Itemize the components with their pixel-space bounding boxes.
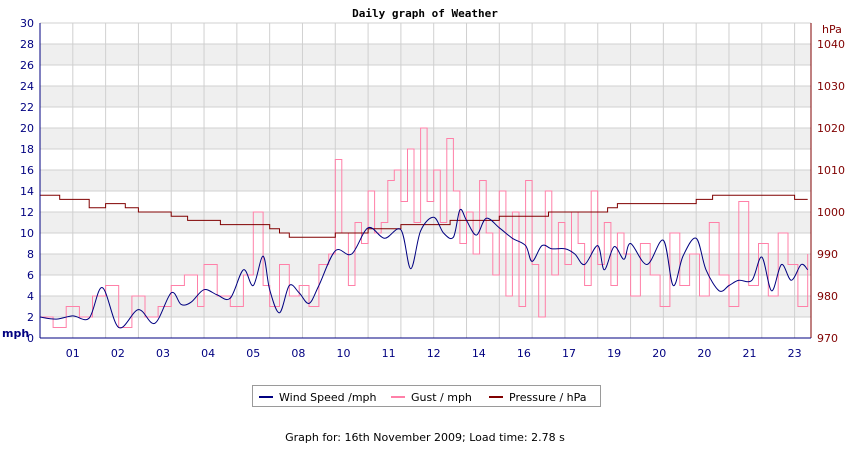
right-tick-label: 1020 xyxy=(817,122,845,135)
left-tick-label: 6 xyxy=(27,269,34,282)
right-tick-label: 1030 xyxy=(817,80,845,93)
left-tick-label: 18 xyxy=(20,143,34,156)
x-tick-label: 10 xyxy=(336,347,350,360)
x-tick-label: 11 xyxy=(382,347,396,360)
background-band xyxy=(40,128,811,149)
x-tick-label: 04 xyxy=(201,347,215,360)
legend-swatch-wind xyxy=(259,396,273,398)
left-tick-label: 10 xyxy=(20,227,34,240)
background-band xyxy=(40,44,811,65)
right-tick-label: 1000 xyxy=(817,206,845,219)
x-tick-label: 01 xyxy=(66,347,80,360)
x-tick-label: 20 xyxy=(697,347,711,360)
left-tick-label: 0 xyxy=(27,332,34,345)
series-layer xyxy=(39,127,809,329)
x-tick-label: 16 xyxy=(517,347,531,360)
legend-item-wind: Wind Speed /mph xyxy=(259,390,377,404)
chart-legend: Wind Speed /mph Gust / mph Pressure / hP… xyxy=(252,385,601,407)
left-tick-label: 14 xyxy=(20,185,34,198)
right-tick-label: 990 xyxy=(817,248,838,261)
right-tick-label: 980 xyxy=(817,290,838,303)
tick-labels: 0246810121416182022242628309709809901000… xyxy=(20,17,845,360)
left-axis-unit: mph xyxy=(2,327,29,340)
x-tick-label: 23 xyxy=(788,347,802,360)
chart-title: Daily graph of Weather xyxy=(352,7,498,20)
x-tick-label: 02 xyxy=(111,347,125,360)
series-line-wind-speed xyxy=(39,208,809,329)
plot-grid xyxy=(40,22,811,339)
left-tick-label: 28 xyxy=(20,38,34,51)
left-tick-label: 8 xyxy=(27,248,34,261)
left-tick-label: 12 xyxy=(20,206,34,219)
x-tick-label: 19 xyxy=(607,347,621,360)
left-tick-label: 22 xyxy=(20,101,34,114)
left-tick-label: 26 xyxy=(20,59,34,72)
legend-label-pressure: Pressure / hPa xyxy=(509,390,587,404)
x-tick-label: 08 xyxy=(291,347,305,360)
legend-item-gust: Gust / mph xyxy=(391,390,472,404)
left-tick-label: 30 xyxy=(20,17,34,30)
legend-swatch-pressure xyxy=(489,396,503,398)
plot-background-bands xyxy=(40,44,811,317)
x-tick-label: 21 xyxy=(742,347,756,360)
background-band xyxy=(40,86,811,107)
x-tick-label: 05 xyxy=(246,347,260,360)
series-line-pressure xyxy=(40,194,808,238)
right-tick-label: 1010 xyxy=(817,164,845,177)
x-tick-label: 20 xyxy=(652,347,666,360)
left-tick-label: 16 xyxy=(20,164,34,177)
right-axis-unit: hPa xyxy=(822,23,842,36)
left-tick-label: 2 xyxy=(27,311,34,324)
legend-label-wind: Wind Speed /mph xyxy=(279,390,377,404)
x-tick-label: 17 xyxy=(562,347,576,360)
x-tick-label: 14 xyxy=(472,347,486,360)
x-tick-label: 12 xyxy=(427,347,441,360)
legend-item-pressure: Pressure / hPa xyxy=(489,390,587,404)
background-band xyxy=(40,254,811,275)
right-tick-label: 1040 xyxy=(817,38,845,51)
background-band xyxy=(40,296,811,317)
legend-label-gust: Gust / mph xyxy=(411,390,472,404)
legend-swatch-gust xyxy=(391,396,405,398)
x-tick-label: 03 xyxy=(156,347,170,360)
graph-footer: Graph for: 16th November 2009; Load time… xyxy=(285,431,565,444)
right-tick-label: 970 xyxy=(817,332,838,345)
left-tick-label: 4 xyxy=(27,290,34,303)
plot-axes xyxy=(39,23,812,339)
left-tick-label: 20 xyxy=(20,122,34,135)
series-line-gust xyxy=(40,127,809,328)
background-band xyxy=(40,170,811,191)
left-tick-label: 24 xyxy=(20,80,34,93)
